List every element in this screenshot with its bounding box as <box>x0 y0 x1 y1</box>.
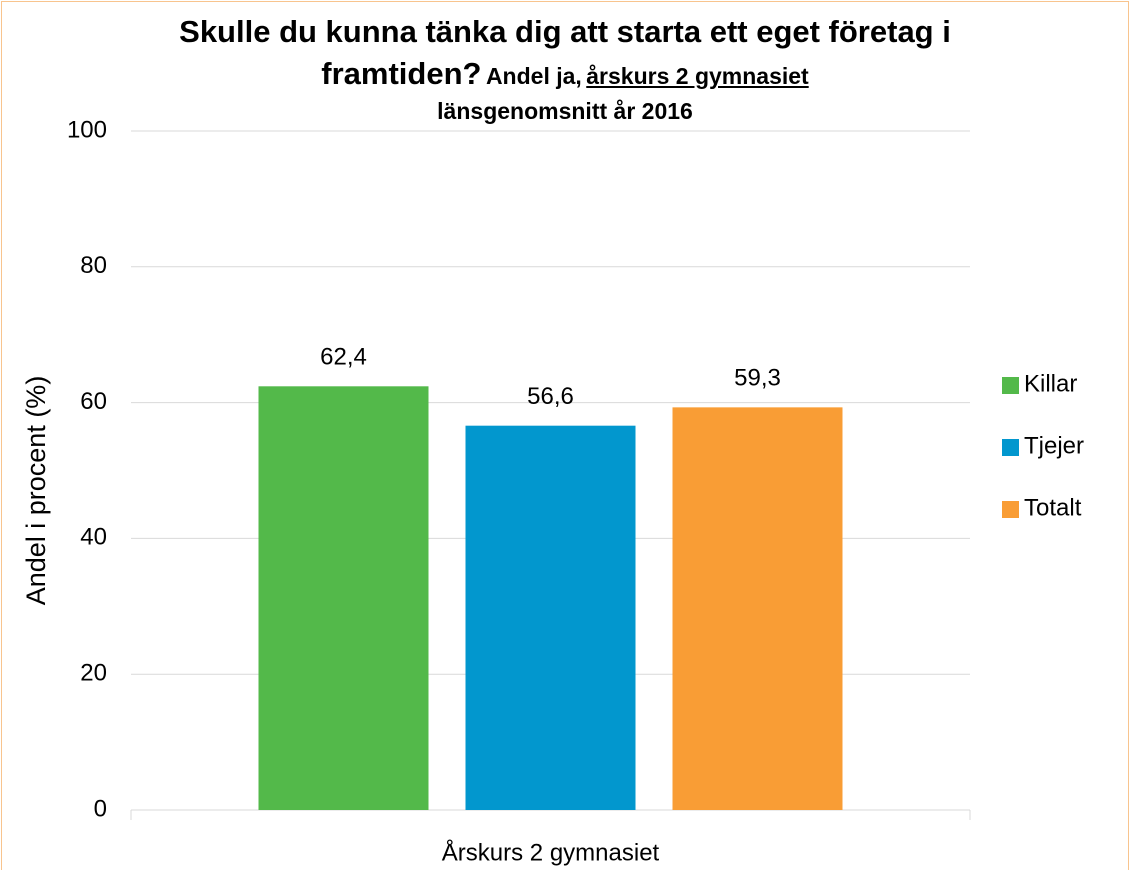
y-tick-label: 80 <box>80 252 107 279</box>
y-tick-label: 0 <box>94 795 107 822</box>
legend-label: Totalt <box>1024 494 1082 521</box>
legend-label: Tjejer <box>1024 432 1084 459</box>
bar <box>672 407 843 810</box>
chart-heading: Skulle du kunna tänka dig att starta ett… <box>150 14 980 124</box>
y-tick-label: 100 <box>67 116 107 143</box>
x-tick-label: Årskurs 2 gymnasiet <box>442 838 660 866</box>
value-label: 59,3 <box>734 365 781 392</box>
y-tick-label: 60 <box>80 388 107 415</box>
legend-swatch <box>1002 377 1019 394</box>
bar <box>465 425 636 810</box>
legend-swatch <box>1002 439 1019 456</box>
chart-subtitle-underlined: årskurs 2 gymnasiet <box>586 63 809 89</box>
value-label: 56,6 <box>527 383 574 410</box>
chart-subtitle-line: länsgenomsnitt år 2016 <box>437 98 693 124</box>
y-axis-label: Andel i procent (%) <box>21 376 51 606</box>
y-tick-label: 40 <box>80 524 107 551</box>
y-tick-label: 20 <box>80 660 107 687</box>
value-label: 62,4 <box>320 344 367 371</box>
chart-title: Skulle du kunna tänka dig att starta ett… <box>179 14 951 91</box>
legend-label: Killar <box>1024 370 1077 397</box>
legend-swatch <box>1002 501 1019 518</box>
chart-subtitle: Andel ja, <box>485 63 582 89</box>
bar <box>258 386 429 810</box>
